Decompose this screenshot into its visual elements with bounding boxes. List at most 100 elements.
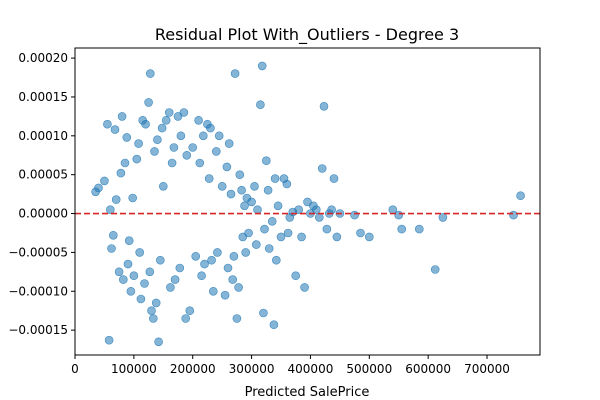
data-point-82 <box>240 201 249 211</box>
x-tick-label-6: 600000 <box>405 362 451 376</box>
data-point-99 <box>270 174 280 183</box>
data-point-133 <box>438 213 448 222</box>
data-point-104 <box>282 179 292 189</box>
data-point-105 <box>283 228 293 238</box>
data-point-100 <box>271 255 281 265</box>
data-point-16 <box>123 259 133 269</box>
data-point-30 <box>146 69 155 78</box>
data-point-64 <box>209 286 218 296</box>
data-points <box>91 61 525 347</box>
data-point-83 <box>241 248 250 257</box>
data-point-38 <box>157 123 167 133</box>
data-point-92 <box>259 308 268 318</box>
data-point-31 <box>147 306 156 316</box>
data-point-56 <box>195 158 205 168</box>
data-point-26 <box>140 279 149 288</box>
x-tick-label-5: 500000 <box>346 362 392 376</box>
data-point-63 <box>207 255 216 265</box>
data-point-44 <box>169 143 179 152</box>
data-point-50 <box>181 314 190 323</box>
data-point-32 <box>149 314 158 323</box>
data-point-10 <box>114 267 124 277</box>
data-point-4 <box>104 335 114 345</box>
data-point-80 <box>237 185 246 195</box>
data-point-66 <box>213 248 222 257</box>
data-point-41 <box>164 108 174 117</box>
data-point-117 <box>317 164 327 173</box>
y-tick-label-4: 0.00005 <box>18 168 68 182</box>
data-point-68 <box>217 182 227 191</box>
data-point-24 <box>136 294 146 304</box>
data-point-101 <box>273 201 283 211</box>
chart-title: Residual Plot With_Outliers - Degree 3 <box>155 25 459 45</box>
y-tick-label-1: −0.00010 <box>8 284 68 298</box>
x-tick-label-4: 400000 <box>288 362 334 376</box>
data-point-59 <box>200 259 209 269</box>
data-point-29 <box>145 267 155 277</box>
data-point-23 <box>135 248 144 257</box>
data-point-7 <box>109 231 118 240</box>
data-point-57 <box>197 271 206 281</box>
data-point-118 <box>319 102 329 111</box>
data-point-85 <box>244 228 253 238</box>
data-point-131 <box>414 224 424 234</box>
data-point-22 <box>134 139 143 148</box>
data-point-135 <box>516 191 525 200</box>
data-point-40 <box>161 116 171 125</box>
data-point-79 <box>235 170 245 179</box>
data-point-48 <box>176 131 186 141</box>
y-tick-label-5: 0.00010 <box>18 129 68 143</box>
data-point-98 <box>269 320 279 330</box>
data-point-33 <box>150 147 159 156</box>
data-point-18 <box>126 286 136 296</box>
data-point-28 <box>144 98 153 107</box>
plot-frame <box>74 47 541 356</box>
data-point-78 <box>234 283 243 292</box>
y-tick-label-3: 0.00000 <box>18 207 68 221</box>
data-point-14 <box>120 158 130 168</box>
x-axis-label: Predicted SalePrice <box>245 385 370 400</box>
data-point-45 <box>170 275 180 284</box>
y-tick-label-7: 0.00020 <box>18 51 68 65</box>
data-point-61 <box>204 174 214 183</box>
data-point-87 <box>250 182 259 191</box>
data-point-35 <box>153 135 162 144</box>
data-point-88 <box>251 240 261 249</box>
x-tick-label-1: 100000 <box>111 362 157 376</box>
data-point-58 <box>199 131 208 141</box>
data-point-90 <box>256 100 265 109</box>
data-point-72 <box>224 139 234 148</box>
data-point-15 <box>122 133 132 142</box>
data-point-3 <box>103 119 112 129</box>
x-tick-label-3: 300000 <box>229 362 275 376</box>
data-point-123 <box>332 232 342 242</box>
data-point-134 <box>509 210 518 220</box>
data-point-70 <box>222 162 232 172</box>
y-axis-ticks: −0.00015 −0.00010 −0.00005 0.00000 0.00005 0.… <box>8 51 75 337</box>
y-tick-label-6: 0.00015 <box>18 90 68 104</box>
data-point-51 <box>182 151 192 160</box>
data-point-21 <box>132 154 142 164</box>
data-point-102 <box>276 232 286 242</box>
data-point-77 <box>232 314 242 323</box>
data-point-55 <box>194 116 203 125</box>
data-point-19 <box>128 193 137 203</box>
data-point-65 <box>212 147 221 156</box>
data-point-96 <box>264 244 274 253</box>
data-point-125 <box>350 210 359 220</box>
data-point-53 <box>188 143 197 152</box>
data-point-27 <box>141 119 150 129</box>
data-point-127 <box>364 232 374 242</box>
data-point-75 <box>229 251 239 261</box>
x-tick-label-7: 700000 <box>464 362 510 376</box>
data-point-69 <box>220 290 230 300</box>
data-point-110 <box>297 232 306 242</box>
data-point-108 <box>291 271 301 281</box>
data-point-95 <box>263 185 273 195</box>
data-point-121 <box>327 205 336 214</box>
data-point-76 <box>230 69 240 78</box>
data-point-97 <box>267 217 277 226</box>
x-axis-ticks: 0 100000 200000 300000 400000 500000 600000 700… <box>71 355 510 376</box>
data-point-122 <box>329 174 339 183</box>
x-tick-label-0: 0 <box>71 362 79 376</box>
